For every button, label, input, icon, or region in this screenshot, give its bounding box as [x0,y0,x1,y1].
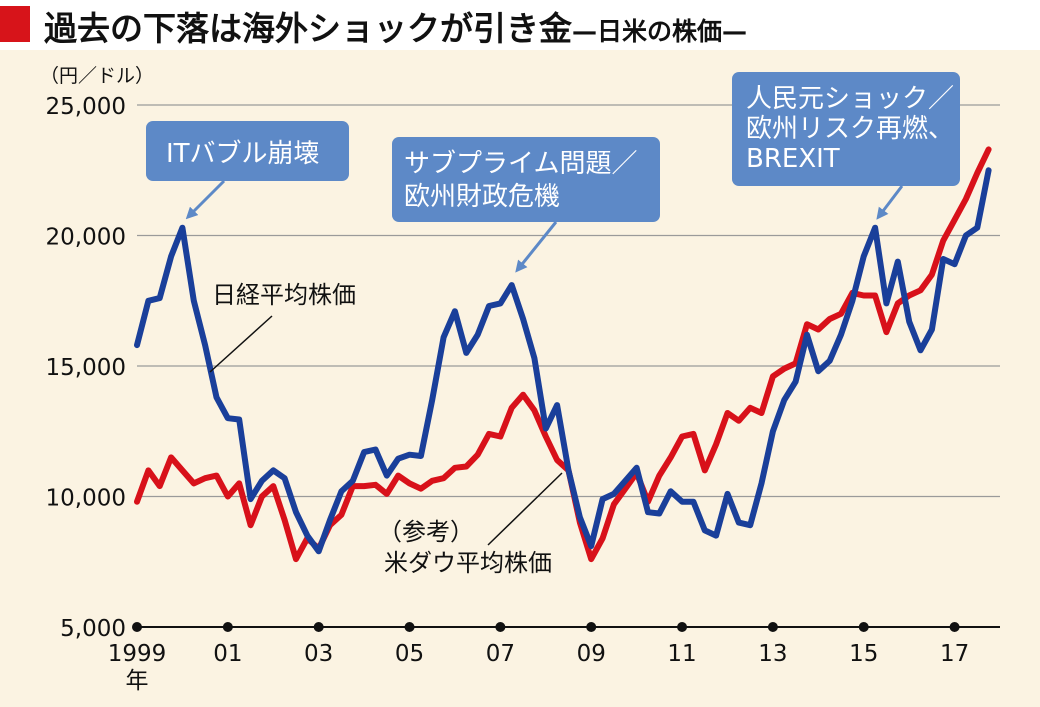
x-axis-unit: 年 [126,668,149,694]
callout-arrow [185,179,226,220]
callout-text-line: サブプライム問題／ [404,149,637,179]
title-bar: 過去の下落は海外ショックが引き金—日米の株価— [0,0,1040,50]
x-tick-dot [949,622,960,632]
x-tick-dot [313,622,324,632]
chart-subtitle: —日米の株価— [572,17,748,46]
y-tick-label: 25,000 [46,94,126,120]
x-tick-dot [586,622,597,632]
y-axis-label: （円／ドル） [40,65,154,87]
x-tick-label: 17 [940,641,969,667]
series-label-nikkei: 日経平均株価 [212,281,356,309]
callout-text-line: 欧州リスク再燃、 [746,114,954,144]
x-tick-label: 01 [213,641,242,667]
y-tick-label: 20,000 [46,225,126,251]
x-tick-label: 11 [667,641,696,667]
x-tick-label: 09 [577,641,606,667]
callout-text-line: 人民元ショック／ [746,84,954,114]
series-label-dow-line2: 米ダウ平均株価 [384,549,552,577]
series-lines [134,146,992,563]
callout-text-line: BREXIT [746,144,840,174]
y-tick-label: 10,000 [46,486,126,512]
x-tick-dot [858,622,869,632]
series-line-nikkei [134,167,992,555]
callout-text-line: ITバブル崩壊 [166,139,320,169]
callout-box [146,121,349,181]
leader-line-nikkei [209,315,273,373]
x-tick-dot [222,622,233,632]
x-tick-label: 15 [849,641,878,667]
leader-line-dow [487,472,563,546]
x-tick-label: 05 [395,641,424,667]
x-tick-dot [132,622,142,632]
chart-title-text: 過去の下落は海外ショックが引き金 [44,9,572,48]
chart-title: 過去の下落は海外ショックが引き金—日米の株価— [44,2,747,50]
callouts: ITバブル崩壊 サブプライム問題／欧州財政危機人民元ショック／欧州リスク再燃、BR… [146,72,960,273]
x-tick-dot [767,622,778,632]
series-label-dow-line1: （参考） [378,518,474,546]
x-tick-dot [677,622,688,632]
x-tick-label: 1999 [108,641,167,667]
x-tick-dot [404,622,415,632]
x-tick-label: 03 [304,641,333,667]
callout-3: 人民元ショック／欧州リスク再燃、BREXIT [732,72,960,220]
x-tick-label: 13 [758,641,787,667]
y-tick-label: 15,000 [46,355,126,381]
callout-text-line: 欧州財政危機 [404,182,560,212]
title-accent-mark [0,6,30,42]
series-line-dow [134,146,992,563]
callout-box [732,72,960,186]
series-labels: 日経平均株価 （参考） 米ダウ平均株価 [209,281,563,577]
callout-arrow [876,185,904,220]
callout-arrow [515,221,558,273]
callout-box [392,137,660,222]
y-tick-label: 5,000 [60,616,126,642]
callout-1: ITバブル崩壊 [146,121,349,220]
x-tick-dot [495,622,506,632]
x-tick-label: 07 [486,641,515,667]
callout-2: サブプライム問題／欧州財政危機 [392,137,660,273]
